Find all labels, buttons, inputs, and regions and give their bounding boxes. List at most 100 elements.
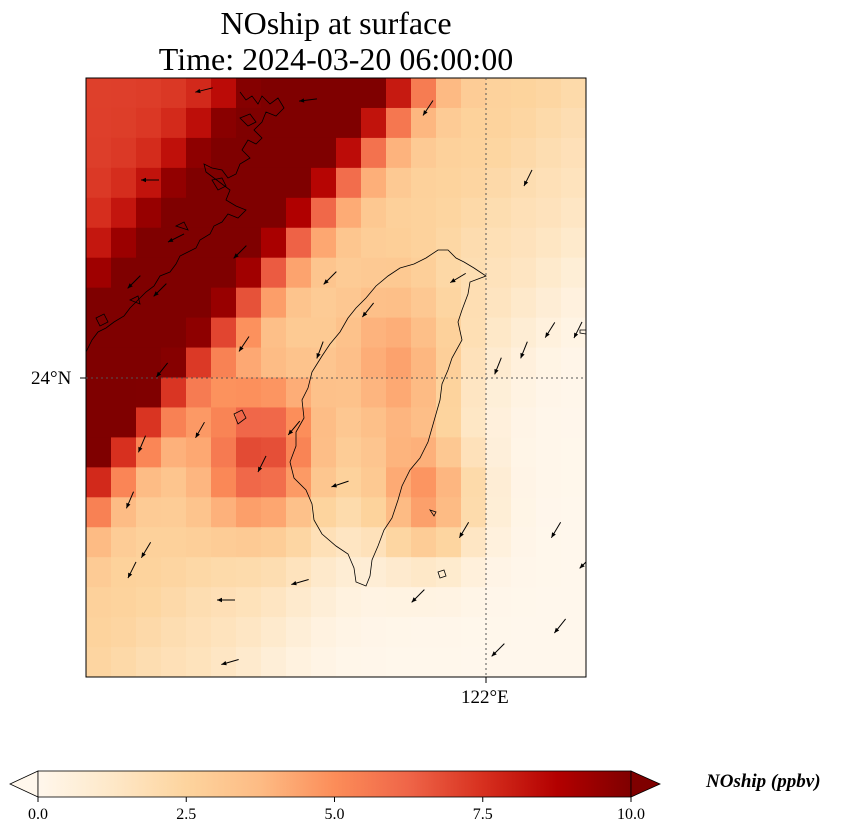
field-cell [336,257,362,289]
wind-arrow [287,420,301,436]
field-cell [511,467,537,498]
field-cell [186,287,212,319]
field-cell [186,78,212,109]
field-cell [511,497,537,528]
field-cell [486,557,512,588]
field-cell [411,407,437,438]
field-cell [436,407,462,438]
field-cell [486,197,512,229]
field-cell [436,617,462,648]
wind-arrow [140,542,152,558]
field-cell [436,497,462,528]
field-cell [561,557,586,588]
field-cell [111,137,137,169]
field-cell [386,167,412,199]
field-cell [111,287,137,319]
field-cell [486,437,512,468]
field-cell [286,347,312,379]
field-cell [361,647,387,677]
field-cell [261,167,287,199]
field-cell [461,377,487,409]
field-cell [486,407,512,438]
field-cell [286,647,312,677]
field-cell [561,137,586,169]
field-cell [511,377,537,409]
field-cell [261,317,287,349]
field-cell [336,407,362,438]
wind-arrow [520,341,528,359]
field-cell [536,227,562,259]
field-cell [536,317,562,349]
field-cell [336,227,362,259]
field-cell [186,197,212,229]
field-cell [436,467,462,498]
field-cell [236,587,262,618]
field-cell [561,257,586,289]
field-cell [511,647,537,677]
wind-arrow [127,275,141,289]
field-cell [411,557,437,588]
field-cell [361,107,387,139]
field-cell [461,467,487,498]
field-cell [161,377,187,409]
field-cell [386,377,412,409]
field-cell [136,257,162,289]
field-cell [536,407,562,438]
field-cell [86,227,112,259]
field-cell [211,78,237,109]
field-cell [311,227,337,259]
field-cell [186,317,212,349]
field-cell [311,167,337,199]
field-cell [286,437,312,468]
field-cell [561,317,586,349]
field-cell [211,137,237,169]
field-cell [361,227,387,259]
field-cell [211,257,237,289]
field-cell [86,257,112,289]
field-cell [386,78,412,109]
field-cell [161,287,187,319]
field-cell [436,197,462,229]
wind-arrow [299,98,317,103]
field-cell [311,107,337,139]
field-cell [211,437,237,468]
field-cell [161,107,187,139]
field-cell [261,257,287,289]
field-cell [261,347,287,379]
coastline [86,91,586,587]
field-cell [261,227,287,259]
field-cell [336,617,362,648]
wind-arrow [411,589,425,603]
wind-arrow [491,643,505,657]
field-cell [486,78,512,109]
field-cell [111,167,137,199]
field-cell [236,467,262,498]
field-cell [286,317,312,349]
field-cell [511,197,537,229]
field-cell [136,107,162,139]
colorbar-tick-label: 7.5 [472,806,493,823]
wind-arrow [450,272,466,284]
field-cell [511,437,537,468]
wind-arrow [361,302,375,318]
field-cell [261,107,287,139]
field-cell [286,527,312,558]
field-cell [386,527,412,558]
field-cell [511,557,537,588]
field-cell [461,617,487,648]
field-cell [386,317,412,349]
field-cell [336,647,362,677]
field-cell [286,137,312,169]
field-cell [236,167,262,199]
field-cell [261,437,287,468]
field-cell [136,317,162,349]
field-cell [236,437,262,468]
field-cell [536,78,562,109]
field-cell [386,257,412,289]
colorbar-max-extend [630,770,661,798]
field-cell [286,377,312,409]
field-cell [111,227,137,259]
field-cell [186,497,212,528]
field-cell [461,78,487,109]
